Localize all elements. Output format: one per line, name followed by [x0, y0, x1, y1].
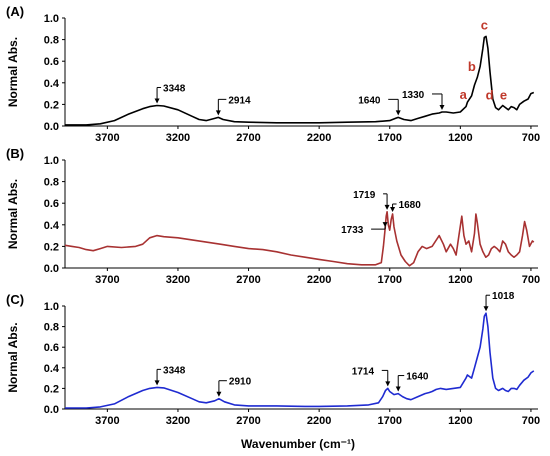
annotation-arrowhead	[154, 380, 160, 386]
peak-label: 3348	[163, 83, 186, 94]
annotation-arrowhead	[384, 204, 390, 210]
y-tick-label: 0.2	[44, 99, 59, 111]
x-tick-label: 2200	[307, 415, 331, 427]
x-tick-label: 3700	[95, 132, 119, 144]
y-axis-title: Normal Abs.	[6, 322, 20, 392]
y-axis-title: Normal Abs.	[6, 179, 20, 249]
peak-label: 1018	[492, 291, 515, 302]
panel-label: (B)	[6, 146, 24, 161]
annotation-arrowhead	[215, 110, 221, 116]
x-tick-label: 1700	[378, 274, 402, 286]
y-tick-label: 0.4	[44, 78, 60, 90]
annotation-arrowhead	[395, 386, 401, 392]
peak-letter: e	[500, 88, 507, 103]
y-tick-label: 1.0	[44, 13, 59, 25]
peak-label: 1330	[402, 90, 425, 101]
x-tick-label: 1700	[378, 132, 402, 144]
peak-label: 1733	[341, 225, 364, 236]
annotation-arrowhead	[439, 104, 445, 110]
peak-label: 3348	[163, 365, 186, 376]
x-tick-label: 2700	[236, 415, 260, 427]
x-tick-label: 700	[522, 132, 540, 144]
x-tick-label: 1200	[448, 132, 472, 144]
spectrum-line	[65, 35, 535, 126]
peak-label: 2910	[229, 377, 252, 388]
y-tick-label: 0.8	[44, 35, 59, 47]
x-tick-label: 1200	[448, 274, 472, 286]
spectrum-line	[64, 211, 535, 267]
y-tick-label: 0.0	[44, 263, 59, 275]
y-tick-label: 1.0	[44, 155, 59, 167]
annotation-arrowhead	[390, 207, 396, 212]
peak-label: 1640	[406, 372, 429, 383]
annotation-arrowhead	[216, 391, 222, 397]
y-tick-label: 0.2	[44, 383, 59, 395]
panel-label: (C)	[6, 292, 24, 307]
peak-label: 1719	[353, 190, 376, 201]
x-tick-label: 2700	[236, 274, 260, 286]
peak-label: 1714	[352, 366, 375, 377]
y-tick-label: 0.4	[44, 220, 60, 232]
peak-label: 2914	[228, 95, 251, 106]
x-tick-label: 700	[522, 274, 540, 286]
y-tick-label: 0.2	[44, 241, 59, 253]
x-tick-label: 3700	[95, 415, 119, 427]
annotation-arrowhead	[382, 222, 388, 228]
peak-letter: b	[468, 59, 476, 74]
x-tick-label: 1200	[448, 415, 472, 427]
x-tick-label: 2700	[236, 132, 260, 144]
peak-label: 1640	[358, 95, 381, 106]
y-tick-label: 0.8	[44, 322, 59, 334]
annotation-arrowhead	[385, 381, 391, 387]
peak-letter: c	[481, 17, 488, 32]
y-tick-label: 0.8	[44, 177, 59, 189]
peak-letter: a	[460, 87, 468, 102]
x-tick-label: 2200	[307, 132, 331, 144]
x-tick-label: 700	[522, 415, 540, 427]
y-tick-label: 0.6	[44, 56, 59, 68]
spectrum-line	[65, 312, 535, 409]
peak-label: 1680	[399, 200, 422, 211]
x-tick-label: 3200	[166, 132, 190, 144]
panel-1: (B) Normal Abs. 0.0 0.2 0.4 0.6 0.8 1.0 3700 3200…	[6, 146, 540, 286]
annotation-arrowhead	[483, 306, 489, 312]
y-tick-label: 0.4	[44, 363, 60, 375]
panel-0: (A) Normal Abs. 0.0 0.2 0.4 0.6 0.8 1.0 3700 3200…	[6, 4, 540, 144]
annotation-arrowhead	[154, 98, 160, 104]
y-tick-label: 0.0	[44, 121, 59, 133]
panel-label: (A)	[6, 4, 24, 19]
x-axis-title: Wavenumber (cm⁻¹)	[241, 437, 355, 451]
x-tick-label: 3700	[95, 274, 119, 286]
y-tick-label: 0.0	[44, 404, 59, 416]
y-tick-label: 0.6	[44, 342, 59, 354]
x-tick-label: 1700	[378, 415, 402, 427]
y-tick-label: 1.0	[44, 301, 59, 313]
y-axis-title: Normal Abs.	[6, 37, 20, 107]
peak-letter: d	[486, 88, 494, 103]
annotation-arrowhead	[395, 110, 401, 116]
panel-2: (C) Normal Abs. 0.0 0.2 0.4 0.6 0.8 1.0 3700 3200…	[6, 291, 540, 427]
y-tick-label: 0.6	[44, 198, 59, 210]
x-tick-label: 2200	[307, 274, 331, 286]
x-tick-label: 3200	[166, 415, 190, 427]
x-tick-label: 3200	[166, 274, 190, 286]
panels: (A) Normal Abs. 0.0 0.2 0.4 0.6 0.8 1.0 3700 3200…	[6, 4, 540, 427]
